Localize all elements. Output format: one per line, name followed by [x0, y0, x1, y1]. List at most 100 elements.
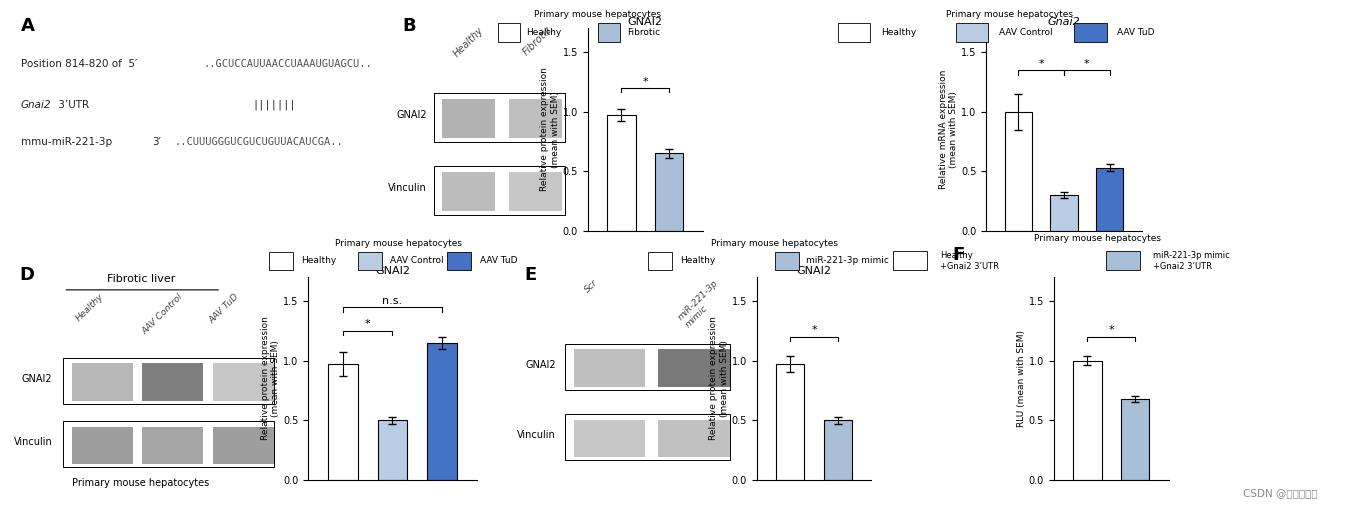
Text: GNAI2: GNAI2	[396, 110, 427, 120]
Text: B: B	[403, 17, 416, 36]
Text: Fibrotic: Fibrotic	[521, 25, 554, 58]
Bar	[838, 23, 870, 42]
Title: Gnai2: Gnai2	[1047, 17, 1081, 27]
Y-axis label: RLU (mean with SEM): RLU (mean with SEM)	[1017, 330, 1025, 427]
Text: Healthy
+Gnai2 3’UTR: Healthy +Gnai2 3’UTR	[940, 251, 1000, 271]
Bar	[497, 23, 520, 42]
Text: Healthy: Healthy	[881, 28, 916, 37]
Text: AAV TuD: AAV TuD	[207, 292, 240, 326]
Y-axis label: Relative mRNA expression
(mean with SEM): Relative mRNA expression (mean with SEM)	[939, 70, 958, 189]
Text: Primary mouse hepatocytes: Primary mouse hepatocytes	[73, 479, 209, 489]
Bar	[1050, 195, 1078, 231]
Bar	[142, 363, 203, 401]
Bar	[213, 427, 274, 464]
Bar	[574, 420, 644, 457]
Bar	[775, 364, 804, 480]
Text: ..CUUUGGGUCGUCUGUUACAUCGA..: ..CUUUGGGUCGUCUGUUACAUCGA..	[174, 137, 343, 147]
Bar	[358, 252, 382, 270]
Text: *: *	[1108, 326, 1115, 335]
Bar	[1096, 168, 1123, 231]
Bar	[63, 421, 274, 467]
Bar	[427, 342, 457, 480]
Bar	[565, 414, 730, 460]
Bar	[648, 252, 671, 270]
Text: AAV TuD: AAV TuD	[480, 257, 517, 265]
Text: AAV TuD: AAV TuD	[1117, 28, 1155, 37]
Y-axis label: Relative protein expression
(mean with SEM): Relative protein expression (mean with S…	[540, 68, 559, 192]
Text: Healthy: Healthy	[301, 257, 336, 265]
Text: ..GCUCCAUUAACCUAAAUGUAGCU..: ..GCUCCAUUAACCUAAAUGUAGCU..	[203, 59, 372, 69]
Text: Scr: Scr	[582, 278, 598, 295]
Title: GNAI2: GNAI2	[376, 266, 409, 276]
Text: CSDN @卡梅德生物: CSDN @卡梅德生物	[1243, 488, 1317, 498]
Bar	[775, 252, 798, 270]
Text: Primary mouse hepatocytes: Primary mouse hepatocytes	[1034, 234, 1162, 243]
Text: Gnai2: Gnai2	[20, 101, 51, 110]
Bar	[957, 23, 989, 42]
Text: AAV Control: AAV Control	[390, 257, 444, 265]
Text: D: D	[19, 267, 34, 284]
Bar	[72, 363, 132, 401]
Text: AAV Control: AAV Control	[141, 292, 185, 336]
Title: GNAI2: GNAI2	[797, 266, 831, 276]
Bar	[658, 350, 730, 387]
Text: Healthy: Healthy	[74, 292, 105, 323]
Text: n.s.: n.s.	[382, 296, 403, 305]
Bar	[1074, 23, 1106, 42]
Bar	[447, 252, 471, 270]
Bar	[655, 153, 684, 231]
Text: miR-221-3p
mimic: miR-221-3p mimic	[677, 278, 727, 329]
Text: *: *	[1084, 58, 1089, 69]
Text: Fibrotic: Fibrotic	[627, 28, 659, 37]
Text: *: *	[1039, 58, 1044, 69]
Text: GNAI2: GNAI2	[22, 374, 53, 384]
Bar	[434, 166, 565, 215]
Text: *: *	[642, 77, 648, 86]
Text: Primary mouse hepatocytes: Primary mouse hepatocytes	[335, 239, 462, 248]
Text: E: E	[524, 267, 536, 284]
Bar	[574, 350, 644, 387]
Text: mmu-miR-221-3p: mmu-miR-221-3p	[20, 137, 112, 147]
Bar	[377, 420, 408, 480]
Bar	[824, 420, 852, 480]
Text: Primary mouse hepatocytes: Primary mouse hepatocytes	[946, 10, 1074, 19]
Text: 3’UTR: 3’UTR	[55, 101, 89, 110]
Text: Healthy: Healthy	[527, 28, 562, 37]
Bar	[269, 252, 293, 270]
Bar	[509, 99, 562, 138]
Text: Healthy: Healthy	[680, 257, 715, 265]
Bar	[72, 427, 132, 464]
Text: Vinculin: Vinculin	[517, 430, 555, 440]
Text: Primary mouse hepatocytes: Primary mouse hepatocytes	[711, 239, 839, 248]
Bar	[597, 23, 620, 42]
Text: AAV Control: AAV Control	[1000, 28, 1052, 37]
Bar	[565, 343, 730, 390]
Bar	[607, 115, 635, 231]
Text: |||||||: |||||||	[253, 99, 296, 110]
Bar	[434, 93, 565, 142]
Text: F: F	[952, 246, 965, 264]
Text: miR-221-3p mimic
+Gnai2 3’UTR: miR-221-3p mimic +Gnai2 3’UTR	[1152, 251, 1229, 271]
Bar	[509, 172, 562, 211]
Y-axis label: Relative protein expression
(mean with SEM): Relative protein expression (mean with S…	[709, 316, 728, 440]
Text: Primary mouse hepatocytes: Primary mouse hepatocytes	[534, 10, 662, 19]
Bar	[1073, 361, 1101, 480]
Text: GNAI2: GNAI2	[526, 360, 555, 370]
Bar	[1106, 251, 1140, 270]
Bar	[328, 364, 358, 480]
Bar	[142, 427, 203, 464]
Text: Position 814-820 of  5′: Position 814-820 of 5′	[20, 59, 138, 69]
Text: miR-221-3p mimic: miR-221-3p mimic	[807, 257, 889, 265]
Bar	[442, 99, 494, 138]
Text: Vinculin: Vinculin	[14, 437, 53, 447]
Bar	[213, 363, 274, 401]
Bar	[893, 251, 927, 270]
Bar	[1005, 112, 1032, 231]
Bar	[1121, 399, 1150, 480]
Text: 3′: 3′	[153, 137, 161, 147]
Bar	[63, 358, 274, 404]
Text: Fibrotic liver: Fibrotic liver	[107, 273, 176, 283]
Bar	[442, 172, 494, 211]
Text: *: *	[365, 320, 370, 330]
Text: Vinculin: Vinculin	[388, 183, 427, 193]
